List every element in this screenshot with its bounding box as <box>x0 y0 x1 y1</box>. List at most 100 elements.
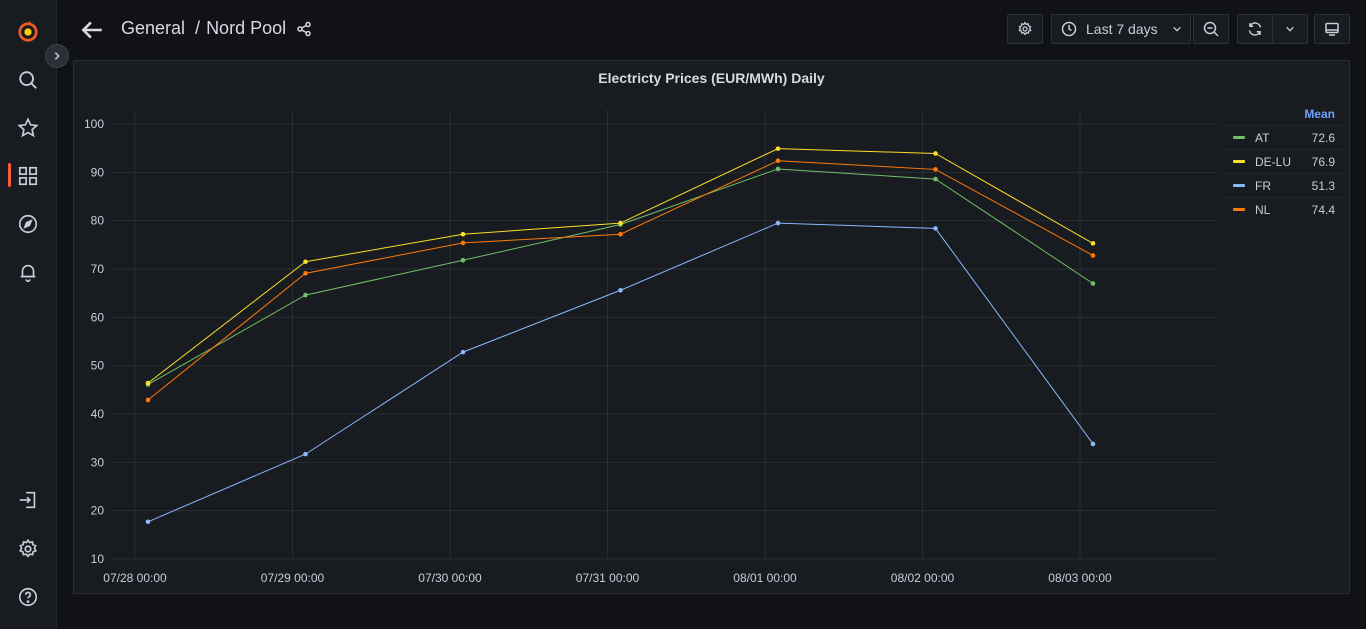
monitor-icon <box>1325 22 1339 36</box>
x-tick-label: 08/01 00:00 <box>733 571 797 585</box>
dashboard-settings-button[interactable] <box>1007 14 1043 44</box>
back-button[interactable] <box>79 17 105 43</box>
data-point-at <box>460 258 466 263</box>
legend-swatch <box>1233 208 1245 211</box>
data-point-at <box>775 166 781 172</box>
y-tick-label: 30 <box>91 455 105 469</box>
legend-series-name: DE-LU <box>1255 154 1292 169</box>
x-tick-label: 07/29 00:00 <box>261 571 325 585</box>
series-line-at <box>147 168 1094 385</box>
chevron-down-icon <box>1286 26 1294 32</box>
y-tick-label: 80 <box>91 214 105 228</box>
y-tick-label: 70 <box>91 262 105 276</box>
data-point-at <box>933 176 938 182</box>
series-line-de-lu <box>147 148 1094 384</box>
configuration-icon[interactable] <box>13 534 43 564</box>
x-tick-label: 08/03 00:00 <box>1048 571 1112 585</box>
data-point-fr <box>775 220 781 226</box>
series-line-fr <box>147 222 1094 523</box>
data-point-fr <box>460 349 466 355</box>
x-tick-label: 07/28 00:00 <box>103 571 167 585</box>
legend-mean-value: 72.6 <box>1311 130 1335 145</box>
data-point-fr <box>933 226 938 231</box>
folder-link[interactable]: General <box>121 18 186 38</box>
data-point-fr <box>618 287 623 293</box>
view-mode-button[interactable] <box>1314 14 1350 44</box>
data-point-nl <box>303 271 308 276</box>
y-tick-label: 60 <box>91 310 105 324</box>
chevron-down-icon <box>1172 26 1181 32</box>
data-point-de-lu <box>460 231 466 237</box>
sign-in-icon[interactable] <box>13 485 43 515</box>
legend: Mean AT 72.6 DE-LU 76.9 FR 51.3 NL 74.4 <box>1225 103 1343 221</box>
starred-icon[interactable] <box>13 113 43 143</box>
data-point-de-lu <box>775 146 781 151</box>
legend-item-at[interactable]: AT 72.6 <box>1225 125 1343 149</box>
legend-series-name: NL <box>1255 202 1271 217</box>
refresh-icon <box>1248 22 1262 36</box>
zoom-out-button[interactable] <box>1193 14 1229 44</box>
y-tick-label: 100 <box>84 117 104 131</box>
y-tick-label: 50 <box>91 359 105 373</box>
data-point-de-lu <box>303 259 308 265</box>
top-navbar: General / Nord Pool Last 7 days <box>57 0 1366 60</box>
y-tick-label: 10 <box>91 552 105 566</box>
legend-mean-header[interactable]: Mean <box>1304 107 1335 121</box>
refresh-button[interactable] <box>1237 14 1273 44</box>
clock-icon <box>1061 21 1077 37</box>
alerting-icon[interactable] <box>13 257 43 287</box>
legend-series-name: AT <box>1255 130 1270 145</box>
active-indicator <box>8 163 11 187</box>
legend-item-fr[interactable]: FR 51.3 <box>1225 173 1343 197</box>
explore-icon[interactable] <box>13 209 43 239</box>
data-point-nl <box>1090 253 1096 258</box>
y-tick-label: 20 <box>91 504 105 518</box>
line-chart: 10 20 30 40 50 60 70 80 90 100 07/28 00:00 07/29 00… <box>84 110 1216 585</box>
data-point-at <box>303 292 308 298</box>
data-point-de-lu <box>145 380 151 386</box>
data-point-nl <box>618 231 623 237</box>
y-tick-label: 40 <box>91 407 105 421</box>
legend-swatch <box>1233 136 1245 139</box>
sidebar <box>0 0 57 629</box>
zoom-out-icon <box>1203 21 1219 37</box>
panel-title[interactable]: Electricty Prices (EUR/MWh) Daily <box>598 70 825 86</box>
y-tick-label: 90 <box>91 165 105 179</box>
data-point-de-lu <box>618 220 623 226</box>
data-point-de-lu <box>1090 241 1096 246</box>
legend-item-nl[interactable]: NL 74.4 <box>1225 197 1343 221</box>
chart-panel: Electricty Prices (EUR/MWh) Daily 10 20 30… <box>73 60 1350 594</box>
data-point-nl <box>933 167 938 172</box>
series-line-nl <box>147 160 1094 401</box>
x-tick-label: 08/02 00:00 <box>891 571 955 585</box>
legend-mean-value: 51.3 <box>1311 178 1335 193</box>
gear-icon <box>1018 21 1032 36</box>
data-point-fr <box>1090 441 1096 447</box>
breadcrumb-separator: / <box>195 18 201 38</box>
legend-swatch <box>1233 160 1245 163</box>
time-range-label: Last 7 days <box>1086 21 1158 37</box>
data-point-nl <box>460 240 466 246</box>
data-point-nl <box>775 158 781 164</box>
search-icon[interactable] <box>13 65 43 95</box>
legend-item-de-lu[interactable]: DE-LU 76.9 <box>1225 149 1343 173</box>
data-point-fr <box>303 451 308 457</box>
dashboard-title[interactable]: Nord Pool <box>206 18 287 38</box>
breadcrumb: General / Nord Pool <box>121 18 312 39</box>
legend-swatch <box>1233 184 1245 187</box>
refresh-interval-dropdown[interactable] <box>1272 14 1308 44</box>
legend-mean-value: 76.9 <box>1311 154 1335 169</box>
x-tick-label: 07/31 00:00 <box>576 571 640 585</box>
share-icon[interactable] <box>296 21 312 37</box>
time-picker-button[interactable]: Last 7 days <box>1051 14 1191 44</box>
grafana-logo-icon[interactable] <box>13 17 43 47</box>
data-point-at <box>1090 281 1096 286</box>
legend-series-name: FR <box>1255 178 1271 193</box>
help-icon[interactable] <box>13 582 43 612</box>
data-point-de-lu <box>933 151 938 156</box>
data-point-nl <box>145 397 151 403</box>
dashboards-icon[interactable] <box>13 161 43 191</box>
data-point-fr <box>145 519 151 525</box>
sidebar-expand-button[interactable] <box>45 44 69 68</box>
legend-mean-value: 74.4 <box>1311 202 1335 217</box>
